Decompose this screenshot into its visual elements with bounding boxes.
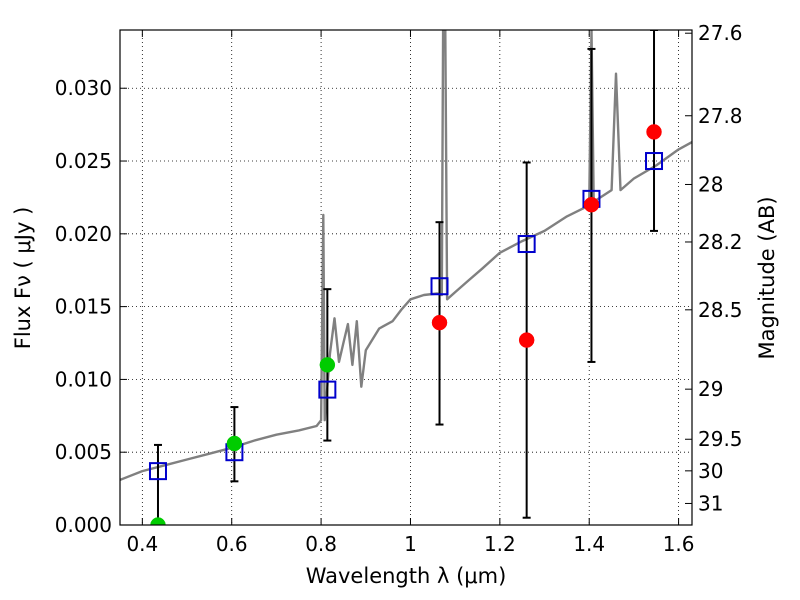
model-flux-square (318, 380, 337, 399)
x-tick-label: 1.6 (663, 532, 695, 556)
y2-tick-label: 27.8 (698, 104, 743, 128)
y2-tick-label: 28.2 (698, 230, 743, 254)
model-flux-square (148, 462, 167, 481)
grid-lines (120, 30, 692, 526)
y-tick-label: 0.030 (55, 76, 112, 100)
x-axis-title: Wavelength λ (μm) (306, 564, 507, 588)
x-tick-label: 1 (404, 532, 417, 556)
model-flux-square (430, 277, 449, 296)
x-tick-label: 1.4 (573, 532, 605, 556)
x-tick-label: 0.8 (305, 532, 337, 556)
y2-tick-label: 28 (698, 172, 723, 196)
y-tick-label: 0.005 (55, 440, 112, 464)
plot-frame (119, 29, 693, 526)
spectrum-line (120, 30, 692, 482)
y-tick-label: 0.000 (55, 513, 112, 537)
x-tick-label: 1.2 (484, 532, 516, 556)
data-layer (120, 30, 692, 525)
observed-flux-point (226, 435, 243, 452)
tick-marks (120, 30, 692, 526)
model-flux-square (517, 235, 536, 254)
y2-tick-label: 31 (698, 491, 723, 515)
observed-flux-point (319, 357, 336, 373)
observed-flux-point (431, 314, 448, 331)
y2-tick-label: 28.5 (698, 298, 743, 322)
observed-flux-point (150, 517, 166, 525)
y-tick-label: 0.025 (55, 149, 112, 173)
tick-labels: 0.4 0.6 0.8 1 1.2 1.4 1.6 0.000 0.005 0.010 0.015 0… (55, 21, 743, 556)
model-flux-square (645, 152, 664, 171)
x-tick-label: 0.6 (216, 532, 248, 556)
y2-tick-label: 27.6 (698, 21, 743, 45)
observed-flux-point (583, 196, 600, 213)
y-tick-label: 0.015 (55, 295, 112, 319)
y2-tick-label: 29 (698, 377, 723, 401)
observed-flux-point (518, 332, 535, 348)
x-tick-label: 0.4 (126, 532, 158, 556)
y-tick-label: 0.020 (55, 222, 112, 246)
y2-tick-label: 30 (698, 459, 723, 483)
observed-flux-point (646, 124, 662, 140)
y2-axis-title: Magnitude (AB) (755, 196, 779, 359)
y-tick-label: 0.010 (55, 367, 112, 391)
y2-tick-label: 29.5 (698, 427, 743, 451)
y-axis-title: Flux Fν ( μJy ) (11, 207, 35, 350)
